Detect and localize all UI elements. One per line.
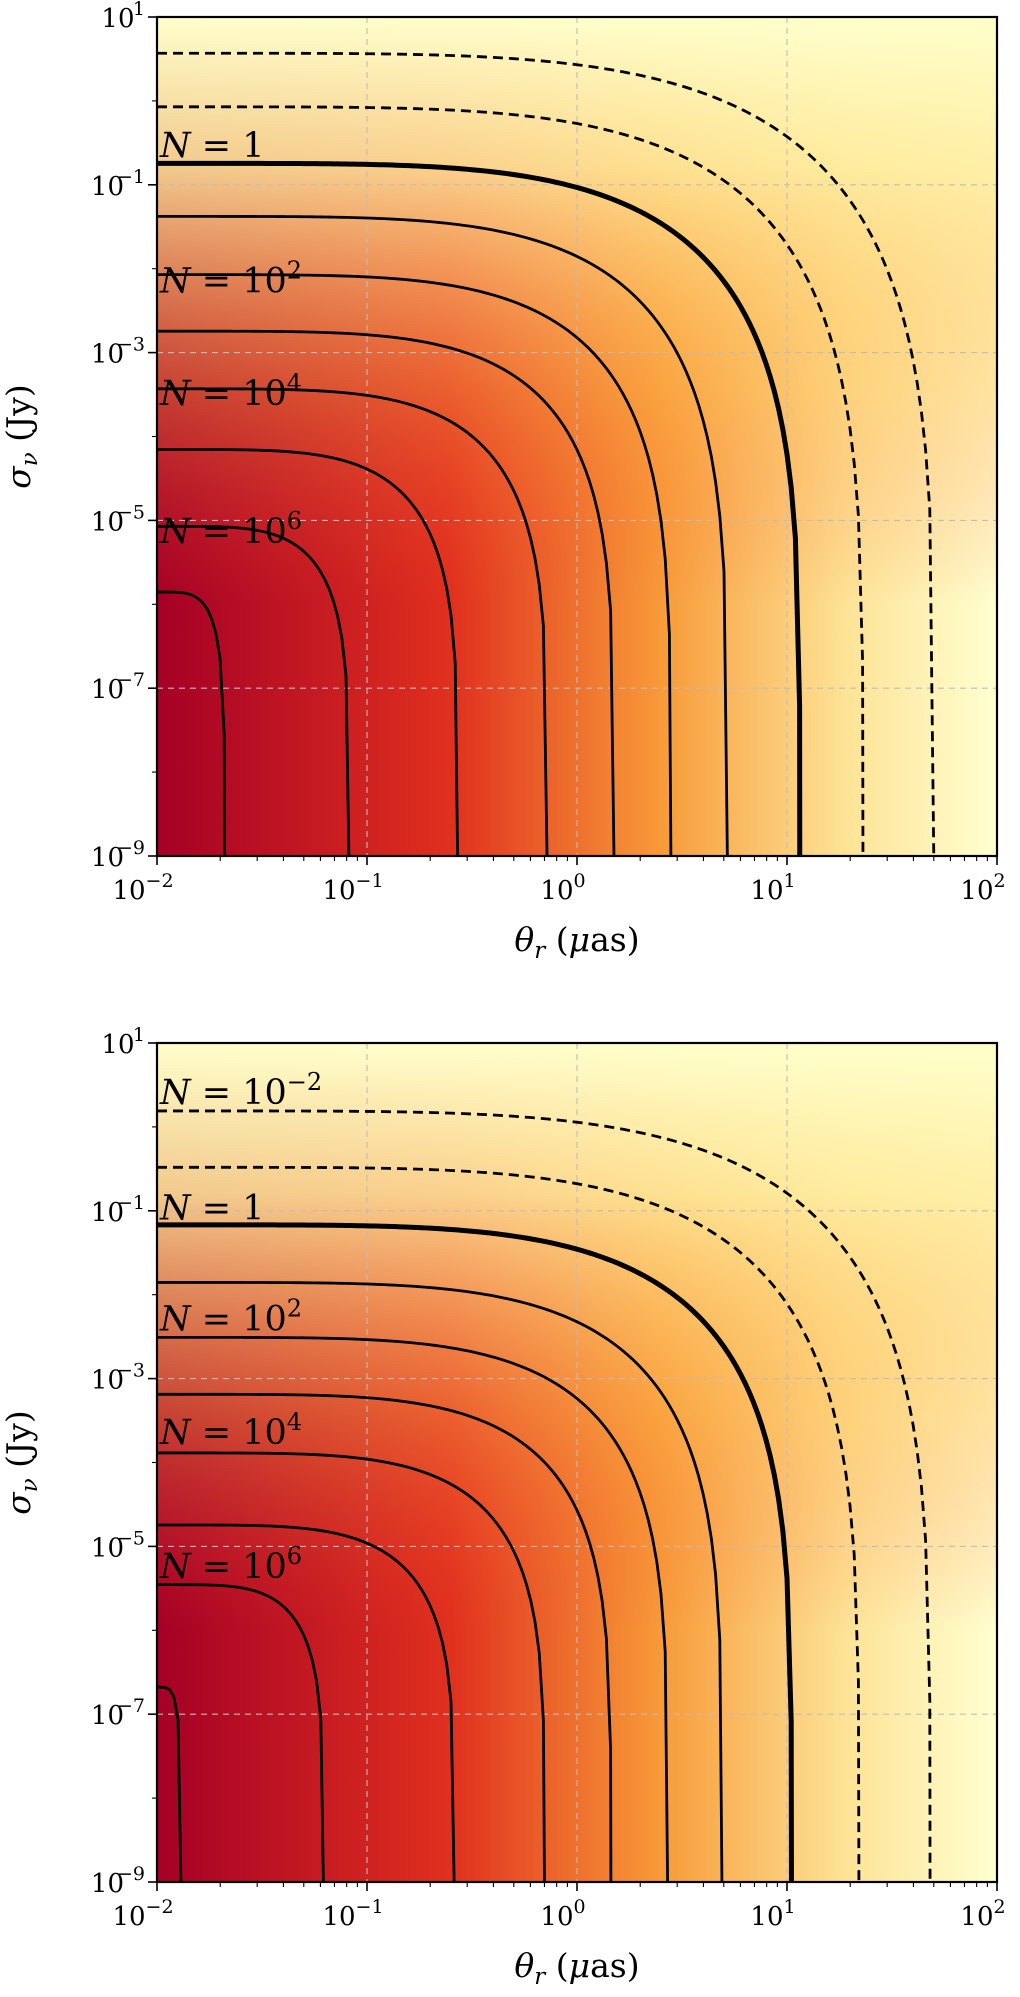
contour-label: N = 104 [159, 369, 302, 414]
contour-line-7 [157, 387, 549, 857]
grid [157, 17, 997, 856]
contour-line-2 [157, 1165, 861, 1883]
contour-line-10 [156, 1685, 183, 1883]
contour-label: N = 1 [159, 126, 264, 166]
y-tick-label: 10−5 [91, 1527, 145, 1563]
y-tick-label: 10−1 [91, 1192, 145, 1228]
contour-line-2 [157, 105, 865, 857]
contour-line-10 [157, 590, 227, 857]
contour-line-6 [157, 1392, 613, 1883]
contour-line-9 [157, 524, 351, 857]
y-tick-label: 10−7 [91, 669, 145, 705]
x-tick-label: 102 [960, 870, 1005, 906]
x-tick-label: 100 [540, 870, 585, 906]
x-tick-label: 10−1 [322, 870, 383, 906]
contours [156, 1109, 932, 1883]
contour-line-5 [157, 273, 673, 857]
x-tick-label: 10−1 [322, 1896, 383, 1932]
contour-line-1 [157, 51, 936, 857]
contour-label: N = 102 [159, 1295, 302, 1340]
y-tick-label: 10−3 [91, 1360, 145, 1396]
y-tick-label: 101 [101, 0, 145, 34]
contour-label: N = 106 [159, 507, 302, 552]
contour-label: N = 104 [159, 1408, 302, 1453]
contour-line-8 [157, 448, 459, 857]
contour-line-5 [157, 1335, 669, 1883]
y-tick-label: 10−7 [91, 1695, 145, 1731]
y-axis-label: σν (Jy) [0, 384, 43, 489]
grid [157, 1043, 997, 1882]
x-axis-label: θr (μas) [514, 1946, 639, 1990]
x-tick-label: 10−2 [112, 1896, 173, 1932]
contour-line-8 [157, 1523, 456, 1883]
contour-line-7 [157, 1451, 546, 1883]
contour-label: N = 10−2 [159, 1068, 322, 1113]
contour-label: N = 1 [159, 1188, 264, 1228]
x-axis-label: θr (μas) [514, 920, 639, 964]
contour-label: N = 106 [159, 1542, 302, 1587]
y-tick-label: 10−3 [91, 334, 145, 370]
y-tick-label: 10−1 [91, 166, 145, 202]
contour-labels: N = 10−2 N = 1 N = 102 N = 104 N = 106 [159, 1068, 322, 1587]
ticks: 10−2 10−1 100 101 102 10−9 10−7 10−5 10−3 10−1 101 [91, 1024, 1006, 1932]
x-tick-label: 10−2 [112, 870, 173, 906]
contour-line-4 [157, 215, 729, 857]
contour-label: N = 102 [159, 257, 302, 302]
y-tick-label: 101 [101, 1024, 145, 1060]
contour-line-1 [157, 1109, 932, 1883]
ticks: 10−2 10−1 100 101 102 10−9 10−7 10−5 10−3 10−1 101 [91, 0, 1006, 906]
contour-line-3 [157, 160, 803, 857]
contour-line-6 [157, 329, 616, 857]
y-tick-label: 10−5 [91, 501, 145, 537]
y-axis-label: σν (Jy) [0, 1410, 43, 1515]
chart-panel-1: N = 1 N = 102 N = 104 N = 106 10−2 10−1 100 101… [0, 0, 1006, 964]
x-tick-label: 101 [750, 1896, 795, 1932]
x-tick-label: 101 [750, 870, 795, 906]
contour-line-9 [157, 1583, 325, 1883]
contour-line-3 [157, 1222, 794, 1883]
contours [157, 51, 936, 857]
x-tick-label: 102 [960, 1896, 1005, 1932]
y-tick-label: 10−9 [91, 837, 145, 873]
y-tick-label: 10−9 [91, 1863, 145, 1899]
contour-line-4 [157, 1281, 724, 1883]
x-tick-label: 100 [540, 1896, 585, 1932]
contour-labels: N = 1 N = 102 N = 104 N = 106 [159, 126, 302, 552]
